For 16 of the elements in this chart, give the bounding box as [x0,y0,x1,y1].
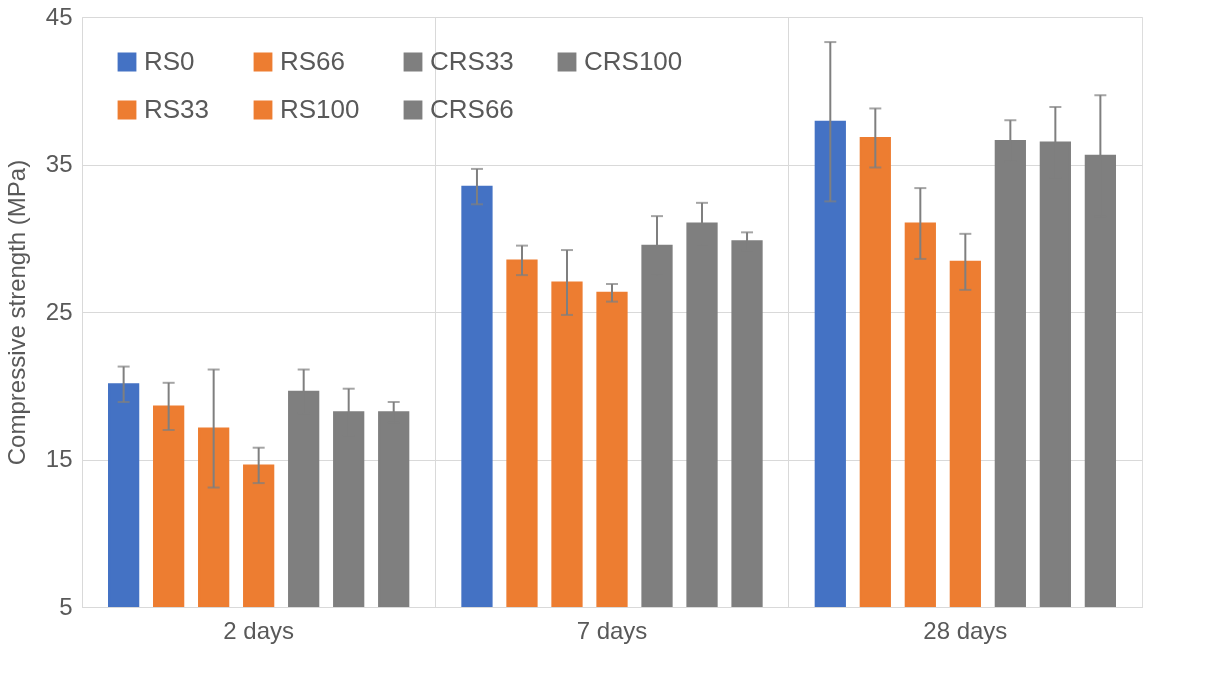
legend-label: RS100 [280,94,360,124]
x-tick-label: 7 days [576,616,648,644]
legend-label: CRS100 [584,46,683,76]
y-tick-label: 35 [45,150,73,177]
x-tick-label: 28 days [923,616,1008,644]
y-tick-label: 5 [59,592,73,620]
y-tick-label: 25 [45,297,73,325]
legend-label: RS0 [144,46,195,76]
y-axis-title: Compressive strength (MPa) [2,159,30,466]
legend-label: CRS66 [430,94,514,124]
legend-label: RS33 [144,94,210,124]
y-tick-label: 45 [45,2,73,30]
legend-label: RS66 [280,46,346,76]
y-tick-label: 15 [45,445,73,472]
legend-label: CRS33 [430,46,514,76]
x-tick-label: 2 days [223,616,295,644]
